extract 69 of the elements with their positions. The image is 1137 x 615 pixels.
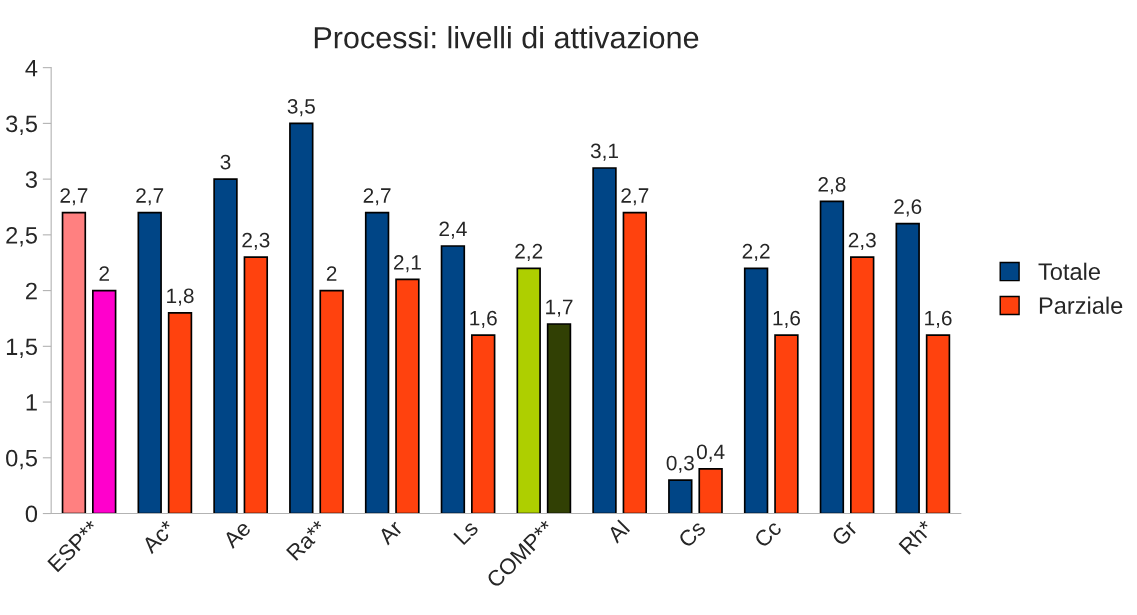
x-tick-label: Ar [377, 519, 404, 546]
bar [167, 312, 193, 514]
y-tick-label: 0,5 [6, 449, 37, 470]
data-label: 1,6 [925, 310, 952, 328]
bar [774, 334, 799, 514]
data-label: 1,8 [167, 288, 194, 306]
legend-label: Totale [1038, 262, 1100, 281]
data-label: 0,3 [666, 455, 694, 473]
bar [895, 222, 920, 514]
bar [395, 278, 420, 514]
bar [819, 200, 845, 514]
bar [471, 334, 496, 514]
x-tick-label: Cc [753, 519, 783, 549]
x-tick-label: Ae [222, 519, 252, 550]
data-label: 2,7 [136, 188, 164, 206]
data-label: 3 [220, 154, 231, 170]
data-label: 2,2 [742, 243, 770, 262]
chart-title: Processi: livelli di attivazione [314, 26, 699, 49]
bar [743, 267, 769, 514]
data-label: 1,6 [773, 310, 800, 328]
bar [319, 289, 344, 514]
data-label: 2,3 [848, 232, 876, 250]
data-label: 2,7 [621, 188, 649, 206]
bar [213, 178, 238, 514]
bar [61, 211, 87, 514]
x-tick-label: Cs [677, 519, 707, 549]
bar [622, 211, 648, 514]
bar [516, 267, 541, 514]
x-tick-label: Gr [830, 519, 859, 547]
bar [364, 211, 390, 514]
data-label: 3,5 [287, 98, 315, 117]
bar [592, 167, 617, 514]
y-tick-label: 0 [25, 505, 38, 523]
bar [92, 289, 117, 514]
y-tick-label: 4 [25, 59, 38, 77]
data-label: 2,1 [393, 255, 421, 273]
data-label: 2,6 [894, 199, 922, 217]
x-tick-label: Ac* [141, 519, 177, 555]
y-tick-label: 1,5 [6, 338, 37, 358]
x-tick-label: Al [605, 519, 630, 544]
x-tick-label: Rh* [897, 518, 935, 555]
data-label: 2,4 [439, 221, 467, 239]
data-label: 0,4 [696, 444, 725, 462]
bar [289, 122, 314, 514]
y-tick-label: 2 [26, 282, 37, 300]
y-tick-label: 1 [26, 394, 37, 411]
data-label: 2,7 [363, 188, 391, 206]
data-label: 1,6 [470, 310, 497, 328]
y-tick-label: 3,5 [6, 115, 37, 135]
x-tick-label: Ls [453, 519, 480, 546]
bar [850, 256, 875, 514]
data-label: 2,3 [242, 232, 270, 250]
data-label: 1,7 [546, 299, 573, 317]
bar [546, 323, 572, 514]
bar [243, 256, 269, 514]
bar [698, 468, 723, 514]
data-label: 2,8 [818, 176, 846, 195]
data-label: 2 [99, 266, 109, 281]
data-label: 2 [326, 266, 337, 281]
legend-label: Parziale [1039, 296, 1123, 314]
bar [925, 334, 951, 514]
data-label: 3,1 [590, 143, 618, 161]
bar [137, 211, 162, 514]
data-label: 2,7 [60, 188, 88, 206]
y-tick-label: 2,5 [6, 226, 37, 247]
data-label: 2,2 [515, 243, 543, 262]
bar [440, 245, 466, 514]
bar [668, 479, 693, 514]
y-tick-label: 3 [25, 171, 37, 188]
